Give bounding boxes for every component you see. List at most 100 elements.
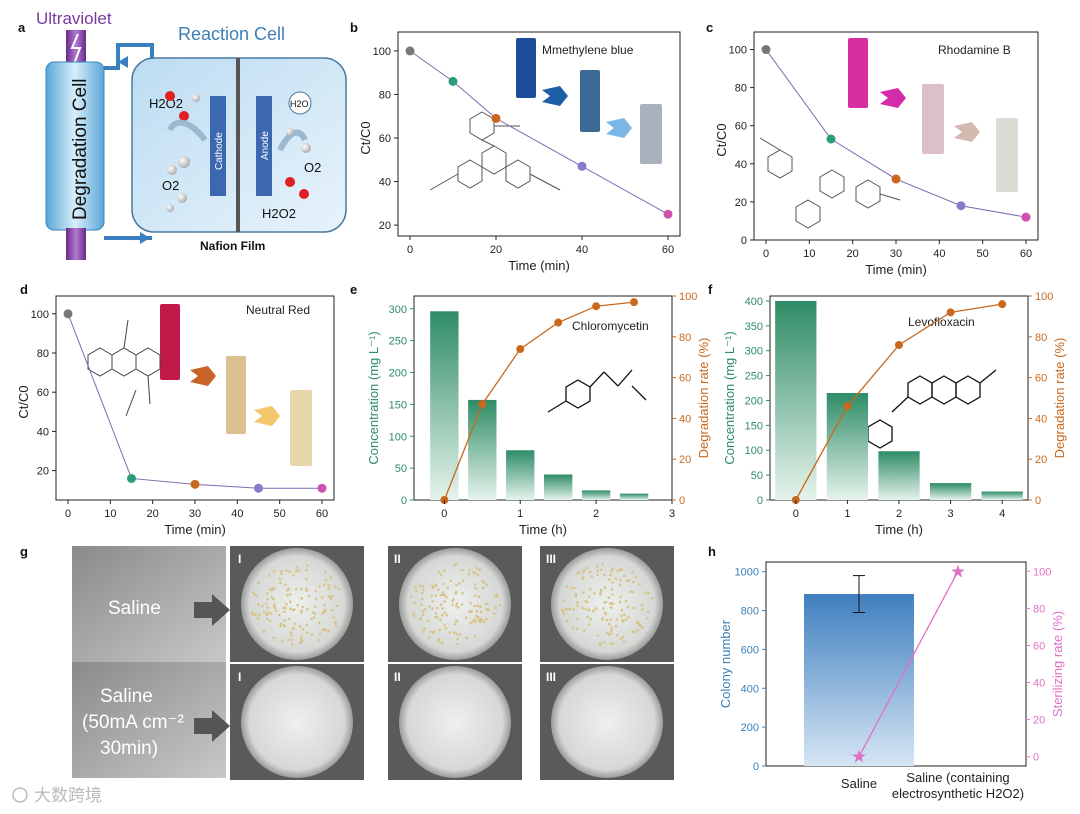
- y2-tick-label: 100: [1035, 291, 1053, 303]
- colony-dot: [257, 581, 260, 584]
- colony-dot: [293, 622, 297, 626]
- caption-b: Mmethylene blue: [542, 43, 634, 57]
- colony-dot: [615, 618, 619, 621]
- colony-dot: [493, 612, 496, 616]
- caption-f: Levofloxacin: [908, 315, 975, 329]
- colony-dot: [443, 611, 447, 614]
- colony-dot: [441, 607, 444, 610]
- colony-dot: [312, 616, 316, 619]
- colony-dot: [456, 637, 459, 641]
- colony-dot: [457, 606, 460, 609]
- row1-label: Saline: [108, 598, 161, 619]
- colony-dot: [430, 594, 434, 597]
- colony-dot: [300, 609, 303, 613]
- colony-dot: [413, 614, 416, 618]
- colony-dot: [412, 612, 415, 615]
- roman-label: II: [394, 552, 401, 566]
- caption-c: Rhodamine B: [938, 43, 1011, 57]
- data-point: [127, 473, 136, 483]
- y-tick-label: 100: [389, 431, 407, 443]
- x-tick-label: 60: [316, 508, 328, 520]
- colony-dot: [571, 626, 575, 629]
- y-tick-label: 0: [753, 761, 759, 773]
- colony-dot: [461, 579, 465, 583]
- colony-dot: [329, 576, 333, 579]
- colony-dot: [257, 603, 260, 606]
- colony-dot: [439, 573, 443, 576]
- colony-dot: [455, 632, 458, 636]
- x-tick-label: 0: [793, 508, 799, 520]
- colony-dot: [481, 580, 485, 583]
- y-axis-label: Concentration (mg L⁻¹): [366, 331, 381, 464]
- colony-dot: [607, 633, 611, 636]
- y-tick-label: 250: [389, 336, 407, 348]
- bar: [878, 451, 920, 500]
- reaction-cell-label: Reaction Cell: [178, 24, 285, 44]
- colony-dot: [582, 591, 585, 594]
- colony-dot: [585, 600, 589, 604]
- x-tick-label: 50: [977, 248, 989, 260]
- colony-dot: [592, 609, 595, 613]
- colony-dot: [300, 635, 303, 638]
- colony-dot: [650, 596, 654, 600]
- colony-dot: [454, 562, 458, 566]
- colony-dot: [606, 631, 609, 635]
- y2-tick-label: 60: [679, 373, 691, 385]
- roman-label: III: [546, 552, 556, 566]
- colony-dot: [272, 604, 276, 608]
- colony-dot: [600, 618, 604, 622]
- colony-dot: [327, 583, 330, 587]
- y-tick-label: 400: [745, 296, 763, 308]
- colony-dot: [470, 609, 473, 613]
- bubble-icon: [177, 193, 187, 203]
- y-tick-label: 40: [379, 177, 391, 189]
- colony-dot: [445, 595, 448, 599]
- colony-dot: [443, 569, 446, 573]
- y2-tick-label: 0: [679, 495, 685, 507]
- series-line: [409, 50, 669, 215]
- colony-dot: [253, 592, 256, 596]
- colony-dot: [620, 618, 624, 622]
- colony-dot: [499, 603, 502, 607]
- petri-dish-clear-1: [241, 666, 353, 778]
- colony-dot: [485, 607, 489, 611]
- colony-dot: [313, 612, 317, 616]
- y2-tick-label: 60: [1033, 640, 1045, 652]
- colony-dot: [570, 586, 573, 589]
- colony-dot: [318, 632, 322, 636]
- colony-dot: [421, 613, 425, 617]
- colony-dot: [320, 596, 324, 599]
- data-point: [254, 483, 263, 493]
- y-axis-label: Ct/C0: [358, 121, 373, 154]
- x-tick-label: 4: [999, 508, 1005, 520]
- colony-dot: [448, 631, 452, 634]
- colony-dot: [421, 630, 425, 633]
- x-tick-label: 20: [490, 244, 502, 256]
- colony-dot: [574, 592, 578, 596]
- y2-tick-label: 40: [1033, 678, 1045, 690]
- colony-dot: [313, 605, 317, 608]
- colony-dot: [317, 621, 321, 625]
- colony-dot: [277, 613, 281, 617]
- colony-dot: [601, 562, 604, 566]
- y-tick-label: 40: [37, 426, 49, 438]
- data-point: [516, 345, 525, 354]
- y-tick-label: 200: [389, 368, 407, 380]
- panel-label-d: d: [20, 282, 28, 297]
- roman-label: II: [394, 670, 401, 684]
- molecule-structure-image: [87, 319, 161, 417]
- panel-label-c: c: [706, 20, 713, 35]
- colony-dot: [618, 600, 622, 604]
- arrow-right-icon: [190, 366, 216, 386]
- colony-dot: [480, 618, 484, 622]
- data-point: [1021, 212, 1031, 222]
- colony-dot: [610, 569, 613, 573]
- colony-dot: [441, 590, 445, 594]
- colony-dot: [575, 627, 579, 631]
- oxygen-atom-icon: [165, 91, 175, 101]
- oxygen-atom-icon: [179, 111, 189, 121]
- y-tick-label: 60: [37, 387, 49, 399]
- colony-dot: [605, 618, 609, 622]
- colony-dot: [612, 642, 615, 646]
